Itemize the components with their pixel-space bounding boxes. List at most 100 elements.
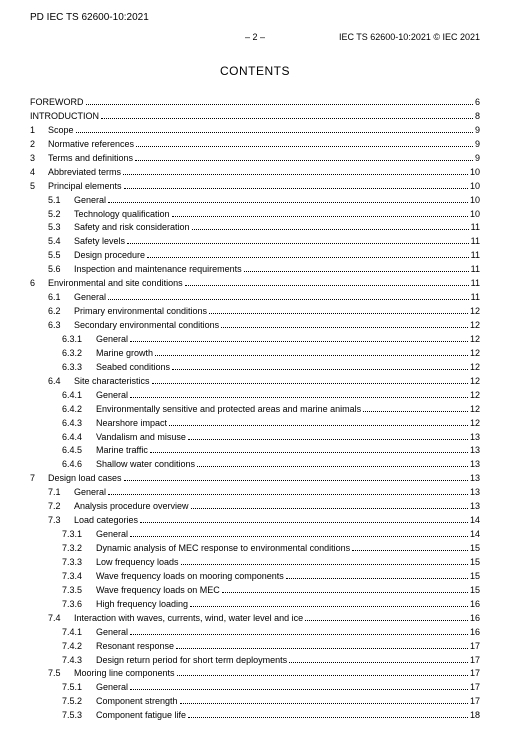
- toc-label: Environmentally sensitive and protected …: [96, 403, 361, 417]
- toc-row: 6.4.6Shallow water conditions13: [30, 458, 480, 472]
- toc-leader-dots: [124, 474, 468, 481]
- toc-label: Design load cases: [48, 472, 122, 486]
- contents-heading: CONTENTS: [30, 64, 480, 78]
- toc-label: Safety levels: [74, 235, 125, 249]
- toc-label: Inspection and maintenance requirements: [74, 263, 242, 277]
- toc-page-number: 16: [470, 612, 480, 626]
- toc-leader-dots: [130, 530, 468, 537]
- toc-page-number: 14: [470, 528, 480, 542]
- toc-leader-dots: [124, 181, 468, 188]
- toc-row: 6.3.1General12: [30, 333, 480, 347]
- toc-label: General: [96, 389, 128, 403]
- toc-page-number: 11: [471, 277, 480, 291]
- toc-number: 7.4.3: [62, 654, 96, 668]
- toc-leader-dots: [172, 209, 468, 216]
- toc-number: 7.4: [48, 612, 74, 626]
- toc-number: 7.5.3: [62, 709, 96, 723]
- toc-row: 5Principal elements10: [30, 180, 480, 194]
- toc-leader-dots: [181, 558, 468, 565]
- toc-page-number: 12: [470, 375, 480, 389]
- toc-page-number: 11: [471, 263, 480, 277]
- toc-leader-dots: [191, 502, 468, 509]
- toc-number: 6: [30, 277, 48, 291]
- toc-row: 7.2Analysis procedure overview13: [30, 500, 480, 514]
- toc-row: 5.6Inspection and maintenance requiremen…: [30, 263, 480, 277]
- toc-number: 5: [30, 180, 48, 194]
- toc-row: 7.3.4Wave frequency loads on mooring com…: [30, 570, 480, 584]
- toc-row: 5.3Safety and risk consideration11: [30, 221, 480, 235]
- toc-page-number: 17: [470, 640, 480, 654]
- toc-leader-dots: [152, 376, 468, 383]
- toc-page-number: 14: [470, 514, 480, 528]
- toc-page-number: 13: [470, 486, 480, 500]
- toc-leader-dots: [286, 572, 468, 579]
- toc-row: 1Scope9: [30, 124, 480, 138]
- toc-label: Load categories: [74, 514, 138, 528]
- toc-row: 6.4.4Vandalism and misuse13: [30, 431, 480, 445]
- toc-number: 6.4.1: [62, 389, 96, 403]
- toc-page-number: 12: [470, 305, 480, 319]
- toc-label: INTRODUCTION: [30, 110, 99, 124]
- toc-row: INTRODUCTION 8: [30, 110, 480, 124]
- toc-label: General: [74, 291, 106, 305]
- toc-number: 6.4.6: [62, 458, 96, 472]
- toc-number: 7.1: [48, 486, 74, 500]
- toc-page-number: 6: [475, 96, 480, 110]
- toc-leader-dots: [130, 683, 468, 690]
- toc-page-number: 10: [470, 194, 480, 208]
- toc-page-number: 11: [471, 235, 480, 249]
- toc-leader-dots: [127, 237, 469, 244]
- toc-page-number: 16: [470, 626, 480, 640]
- toc-page-number: 13: [470, 500, 480, 514]
- toc-leader-dots: [140, 516, 468, 523]
- toc-label: Terms and definitions: [48, 152, 133, 166]
- toc-leader-dots: [209, 307, 468, 314]
- toc-page-number: 9: [475, 124, 480, 138]
- toc-row: 7.3.3Low frequency loads15: [30, 556, 480, 570]
- toc-row: 6Environmental and site conditions11: [30, 277, 480, 291]
- toc-label: Wave frequency loads on MEC: [96, 584, 220, 598]
- toc-page-number: 16: [470, 598, 480, 612]
- toc-number: 6.3: [48, 319, 74, 333]
- toc-label: Marine traffic: [96, 444, 148, 458]
- toc-label: Principal elements: [48, 180, 122, 194]
- toc-row: 6.4.3Nearshore impact12: [30, 417, 480, 431]
- toc-number: 5.2: [48, 208, 74, 222]
- toc-number: 6.4.3: [62, 417, 96, 431]
- toc-number: 1: [30, 124, 48, 138]
- toc-leader-dots: [192, 223, 469, 230]
- toc-row: 6.4Site characteristics12: [30, 375, 480, 389]
- toc-number: 5.3: [48, 221, 74, 235]
- toc-label: Vandalism and misuse: [96, 431, 186, 445]
- toc-page-number: 12: [470, 403, 480, 417]
- toc-number: 5.6: [48, 263, 74, 277]
- toc-row: 6.4.2Environmentally sensitive and prote…: [30, 403, 480, 417]
- toc-leader-dots: [305, 613, 468, 620]
- toc-label: General: [96, 626, 128, 640]
- toc-number: 7.3.5: [62, 584, 96, 598]
- toc-number: 7.3.4: [62, 570, 96, 584]
- toc-number: 6.1: [48, 291, 74, 305]
- toc-page-number: 13: [470, 444, 480, 458]
- toc-page-number: 15: [470, 584, 480, 598]
- toc-number: 7.4.2: [62, 640, 96, 654]
- toc-number: 6.3.3: [62, 361, 96, 375]
- toc-number: 7.3.3: [62, 556, 96, 570]
- doc-id-top-left: PD IEC TS 62600-10:2021: [30, 12, 149, 23]
- toc-label: Shallow water conditions: [96, 458, 195, 472]
- toc-row: 5.2Technology qualification10: [30, 208, 480, 222]
- toc-label: Marine growth: [96, 347, 153, 361]
- toc-leader-dots: [130, 335, 468, 342]
- toc-row: 7.3Load categories14: [30, 514, 480, 528]
- toc-leader-dots: [150, 446, 468, 453]
- toc-leader-dots: [244, 265, 469, 272]
- toc-label: Low frequency loads: [96, 556, 179, 570]
- toc-page-number: 11: [471, 249, 480, 263]
- toc-row: 4Abbreviated terms10: [30, 166, 480, 180]
- toc-page-number: 8: [475, 110, 480, 124]
- toc-leader-dots: [108, 293, 469, 300]
- toc-number: 7.5: [48, 667, 74, 681]
- toc-leader-dots: [136, 140, 473, 147]
- toc-page-number: 12: [470, 333, 480, 347]
- toc-label: Abbreviated terms: [48, 166, 121, 180]
